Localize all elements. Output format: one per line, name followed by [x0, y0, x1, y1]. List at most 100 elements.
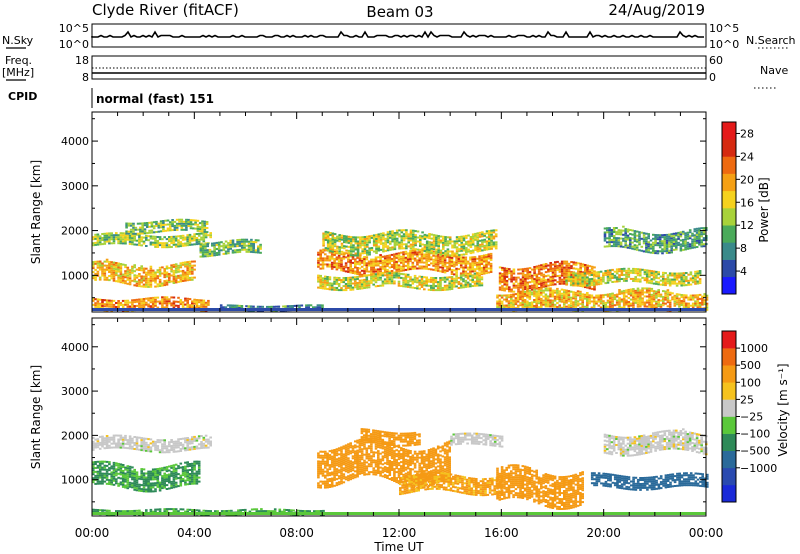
echo-cell — [186, 273, 189, 276]
echo-cell — [652, 306, 656, 309]
echo-cell — [702, 237, 706, 240]
echo-cell — [319, 287, 322, 289]
echo-cell — [115, 270, 118, 273]
echo-cell — [698, 297, 702, 300]
echo-cell — [625, 273, 628, 276]
echo-cell — [152, 225, 156, 228]
echo-cell — [523, 305, 527, 308]
echo-cell — [474, 234, 477, 237]
echo-cell — [682, 230, 685, 233]
echo-cell — [142, 267, 146, 270]
echo-cell — [439, 277, 442, 279]
echo-cell — [490, 235, 493, 238]
echo-cell — [586, 292, 589, 294]
echo-cell — [367, 262, 371, 265]
echo-cell — [354, 254, 358, 257]
echo-cell — [317, 274, 320, 277]
echo-cell — [108, 303, 111, 306]
echo-cell — [647, 241, 650, 244]
echo-cell — [98, 304, 102, 307]
echo-cell — [162, 228, 165, 230]
echo-cell — [581, 265, 585, 268]
echo-cell — [133, 274, 136, 277]
echo-cell — [151, 237, 155, 240]
echo-cell — [638, 231, 641, 234]
echo-cell — [240, 246, 244, 249]
echo-cell — [139, 226, 142, 229]
echo-cell — [627, 269, 631, 272]
echo-cell — [197, 240, 201, 243]
echo-cell — [186, 275, 189, 278]
echo-cell — [679, 243, 683, 246]
echo-cell — [174, 444, 178, 447]
echo-cell — [590, 287, 594, 290]
echo-cell — [608, 227, 611, 230]
echo-cell — [379, 274, 382, 277]
echo-cell — [400, 231, 404, 234]
echo-cell — [443, 263, 447, 266]
echo-cell — [390, 276, 394, 279]
echo-cell — [307, 304, 310, 307]
echo-cell — [354, 286, 357, 289]
echo-cell — [168, 277, 171, 279]
echo-cell — [405, 247, 408, 250]
echo-cell — [446, 288, 449, 291]
echo-cell — [161, 445, 164, 448]
echo-cell — [656, 242, 660, 245]
echo-cell — [576, 282, 580, 285]
echo-cell — [124, 434, 127, 437]
echo-cell — [354, 266, 357, 269]
echo-cell — [352, 240, 355, 243]
echo-cell — [393, 244, 397, 246]
echo-cell — [349, 244, 353, 247]
echo-cell — [170, 445, 173, 447]
echo-cell — [146, 232, 149, 235]
echo-cell — [423, 276, 426, 279]
echo-cell — [397, 282, 401, 285]
echo-cell — [514, 293, 518, 296]
echo-cell — [340, 253, 343, 256]
echo-cell — [149, 285, 153, 288]
nsky-trace — [91, 30, 704, 39]
echo-cell — [439, 289, 442, 292]
echo-cell — [345, 245, 348, 248]
echo-cell — [347, 278, 350, 281]
echo-cell — [476, 261, 479, 264]
echo-cell — [400, 237, 404, 240]
echo-cell — [179, 444, 183, 446]
echo-cell — [434, 289, 438, 292]
echo-cell — [200, 443, 203, 445]
echo-cell — [592, 300, 596, 303]
echo-cell — [379, 232, 383, 235]
echo-cell — [469, 258, 472, 261]
echo-cell — [556, 298, 559, 300]
echo-cell — [318, 304, 322, 307]
echo-cell — [427, 284, 431, 287]
echo-cell — [691, 306, 695, 309]
echo-cell — [330, 288, 334, 291]
echo-cell — [191, 438, 194, 441]
echo-cell — [103, 443, 107, 446]
echo-cell — [140, 445, 143, 448]
echo-cell — [324, 285, 327, 288]
echo-cell — [363, 256, 366, 258]
echo-cell — [691, 240, 694, 243]
echo-cell — [407, 235, 410, 238]
echo-cell — [634, 268, 637, 270]
echo-cell — [418, 251, 421, 254]
echo-cell — [409, 258, 412, 261]
echo-cell — [519, 302, 522, 305]
echo-cell — [374, 277, 378, 280]
echo-cell — [677, 241, 680, 244]
echo-cell — [448, 240, 452, 243]
echo-cell — [158, 270, 162, 273]
echo-cell — [238, 248, 242, 251]
echo-cell — [146, 226, 149, 228]
echo-cell — [243, 244, 246, 247]
echo-cell — [551, 275, 555, 278]
echo-cell — [233, 306, 237, 309]
echo-cell — [191, 278, 194, 281]
echo-cell — [471, 258, 474, 261]
echo-cell — [685, 278, 688, 280]
echo-cell — [560, 262, 564, 265]
